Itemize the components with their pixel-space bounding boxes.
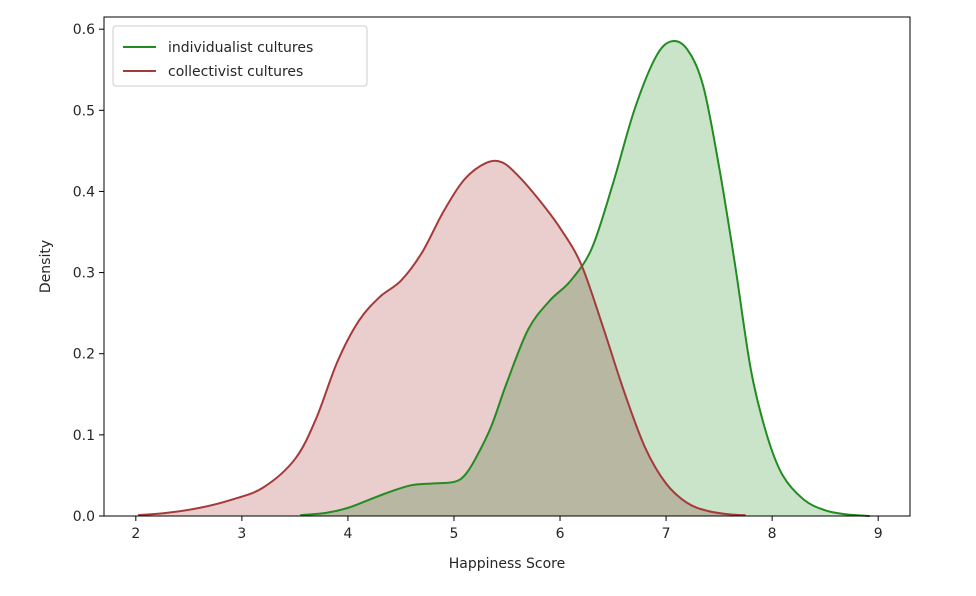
density-fills bbox=[137, 40, 870, 516]
y-tick-label: 0.2 bbox=[73, 347, 95, 363]
legend-label-individualist: individualist cultures bbox=[168, 40, 313, 56]
density-lines bbox=[137, 39, 870, 517]
x-tick-label: 8 bbox=[768, 526, 777, 542]
x-tick-label: 7 bbox=[662, 526, 671, 542]
legend: individualist cultures collectivist cult… bbox=[112, 25, 368, 87]
x-tick-label: 6 bbox=[556, 526, 565, 542]
density-line-individualist bbox=[300, 39, 870, 517]
x-tick-label: 2 bbox=[131, 526, 140, 542]
x-tick-label: 9 bbox=[874, 526, 883, 542]
density-line-collectivist bbox=[137, 159, 746, 517]
y-tick-label: 0.4 bbox=[73, 184, 95, 200]
x-tick-label: 4 bbox=[343, 526, 352, 542]
legend-box bbox=[112, 25, 368, 87]
plot-frame bbox=[103, 16, 911, 517]
x-axis-ticks: 2 3 4 5 6 7 8 9 bbox=[131, 516, 883, 542]
x-axis-label: Happiness Score bbox=[449, 556, 566, 572]
x-tick-label: 3 bbox=[237, 526, 246, 542]
y-tick-label: 0.5 bbox=[73, 103, 95, 119]
y-tick-label: 0.3 bbox=[73, 266, 95, 282]
legend-label-collectivist: collectivist cultures bbox=[168, 64, 303, 80]
y-tick-label: 0.1 bbox=[73, 428, 95, 444]
y-tick-label: 0.0 bbox=[73, 509, 95, 525]
y-tick-label: 0.6 bbox=[73, 22, 95, 38]
density-area-collectivist bbox=[137, 160, 746, 516]
y-axis-ticks: 0.0 0.1 0.2 0.3 0.4 0.5 0.6 bbox=[73, 22, 104, 525]
x-tick-label: 5 bbox=[450, 526, 459, 542]
y-axis-label: Density bbox=[38, 240, 54, 293]
